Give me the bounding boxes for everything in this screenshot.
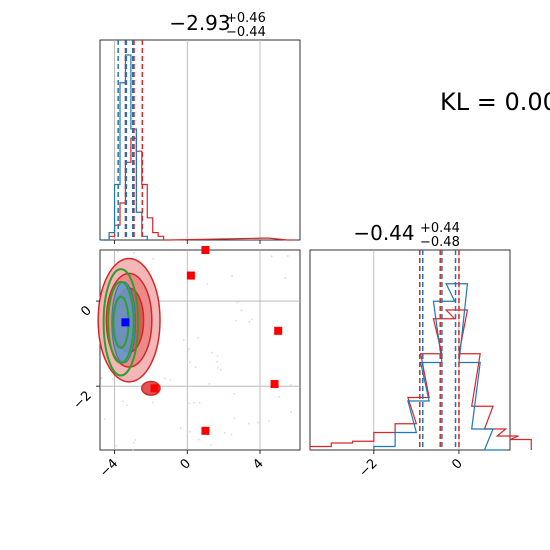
scatter-sample	[133, 251, 135, 254]
scatter-sample	[230, 433, 233, 436]
title-param-2-minus: −0.48	[420, 235, 460, 250]
scatter-sample	[115, 444, 118, 447]
scatter-sample	[100, 377, 103, 379]
marker-red-square	[150, 384, 159, 393]
scatter-sample	[197, 438, 200, 441]
marker-red-square	[201, 246, 210, 254]
hist-blue-param-2	[373, 283, 506, 451]
marker-red-square	[274, 326, 283, 335]
marginal-1-plot	[103, 40, 293, 241]
scatter-sample	[248, 321, 251, 323]
scatter-sample	[206, 282, 209, 285]
scatter-sample	[267, 419, 270, 422]
scatter-sample	[198, 402, 201, 404]
scatter-sample	[233, 392, 236, 395]
scatter-sample	[187, 347, 190, 350]
scatter-sample	[132, 441, 135, 444]
contour-green-outer	[102, 268, 140, 377]
scatter-sample	[210, 444, 212, 447]
scatter-sample	[216, 366, 219, 369]
scatter-sample	[250, 318, 253, 321]
marginal-1-axes	[99, 39, 301, 241]
tick-label-param-2-x: 0	[449, 456, 465, 472]
scatter-sample	[247, 422, 250, 425]
scatter-sample	[122, 400, 124, 403]
marginal-2-plot	[309, 250, 532, 451]
scatter-sample	[290, 411, 293, 414]
scatter-sample	[216, 360, 219, 363]
scatter-sample	[186, 281, 189, 284]
scatter-sample	[126, 404, 129, 407]
scatter-sample	[169, 379, 172, 381]
scatter-sample	[194, 366, 197, 368]
contour-green-mid	[107, 280, 135, 364]
scatter-sample	[197, 336, 199, 339]
title-param-1-minus: −0.44	[226, 25, 266, 40]
scatter-sample	[231, 275, 233, 277]
marker-red-square	[186, 271, 195, 280]
scatter-sample	[103, 418, 106, 421]
scatter-sample	[216, 355, 219, 358]
tick-label-param-2-y: 0	[78, 303, 94, 319]
scatter-sample	[278, 396, 281, 399]
joint-axes	[99, 249, 301, 451]
scatter-sample	[284, 277, 287, 279]
title-param-2-plus: +0.44	[420, 221, 460, 236]
tick-label-param-2-x: −2	[356, 456, 380, 480]
scatter-sample	[290, 384, 292, 386]
title-param-1-plus: +0.46	[226, 11, 266, 26]
marginal-2-axes	[309, 249, 511, 451]
title-param-1: −2.93	[169, 11, 230, 35]
tick-label-param-1: 0	[178, 456, 194, 472]
scatter-sample	[240, 309, 243, 312]
scatter-sample	[179, 427, 182, 430]
scatter-sample	[208, 383, 211, 385]
tick-label-param-1: 4	[250, 456, 266, 472]
scatter-sample	[189, 431, 191, 433]
tick-label-param-1: −4	[97, 456, 121, 480]
marker-red-square	[201, 426, 210, 435]
scatter-sample	[132, 448, 134, 451]
scatter-sample	[233, 417, 236, 420]
scatter-sample	[189, 361, 192, 364]
scatter-sample	[193, 401, 196, 404]
scatter-sample	[182, 339, 185, 341]
title-param-2: −0.44	[353, 221, 414, 245]
kl-annotation: KL = 0.00	[440, 88, 550, 116]
scatter-sample	[235, 319, 238, 322]
scatter-sample	[236, 301, 239, 304]
scatter-sample	[116, 250, 119, 253]
scatter-sample	[211, 351, 213, 354]
scatter-sample	[223, 431, 226, 434]
scatter-sample	[151, 401, 154, 404]
scatter-sample	[152, 257, 155, 260]
scatter-sample	[186, 349, 189, 352]
scatter-sample	[188, 402, 191, 405]
scatter-sample	[257, 421, 260, 424]
scatter-sample	[134, 439, 137, 441]
scatter-sample	[219, 368, 222, 371]
joint-plot	[97, 246, 300, 451]
scatter-sample	[111, 377, 114, 380]
marker-blue-square	[121, 318, 130, 327]
title-param-1-value: −2.93	[169, 11, 230, 35]
scatter-sample	[163, 377, 166, 380]
scatter-sample	[270, 255, 273, 258]
scatter-sample	[286, 255, 289, 257]
hist-red-param-1	[103, 137, 293, 241]
tick-label-param-2-y: −2	[71, 388, 95, 412]
title-param-2-value: −0.44	[353, 221, 414, 245]
marker-red-square	[270, 380, 279, 389]
hist-red-param-2	[309, 309, 532, 450]
